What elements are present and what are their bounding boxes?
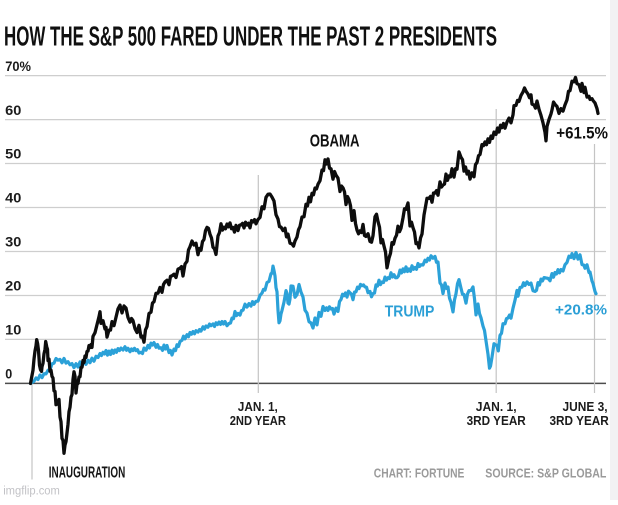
- svg-text:10: 10: [5, 322, 21, 338]
- svg-text:2ND YEAR: 2ND YEAR: [230, 413, 287, 428]
- svg-text:INAUGURATION: INAUGURATION: [49, 465, 126, 482]
- svg-text:70%: 70%: [5, 58, 31, 74]
- svg-text:JAN. 1,: JAN. 1,: [476, 399, 517, 414]
- svg-text:+20.8%: +20.8%: [555, 302, 607, 319]
- svg-text:OBAMA: OBAMA: [310, 130, 360, 150]
- svg-text:SOURCE: S&P GLOBAL: SOURCE: S&P GLOBAL: [485, 467, 606, 481]
- svg-text:TRUMP: TRUMP: [385, 304, 435, 321]
- svg-text:+61.5%: +61.5%: [556, 123, 608, 142]
- svg-text:20: 20: [5, 278, 21, 294]
- svg-text:JAN. 1,: JAN. 1,: [238, 399, 278, 414]
- svg-text:60: 60: [5, 102, 21, 118]
- svg-text:JUNE 3,: JUNE 3,: [563, 399, 608, 414]
- svg-text:50: 50: [5, 146, 21, 162]
- svg-text:imgflip.com: imgflip.com: [3, 485, 60, 497]
- svg-text:40: 40: [5, 190, 21, 206]
- svg-text:HOW THE S&P 500 FARED UNDER TH: HOW THE S&P 500 FARED UNDER THE PAST 2 P…: [4, 19, 497, 51]
- svg-text:CHART: FORTUNE: CHART: FORTUNE: [374, 467, 465, 481]
- svg-text:30: 30: [5, 234, 21, 250]
- svg-text:0: 0: [5, 366, 12, 382]
- svg-text:3RD YEAR: 3RD YEAR: [467, 413, 527, 428]
- svg-text:3RD YEAR: 3RD YEAR: [550, 413, 610, 428]
